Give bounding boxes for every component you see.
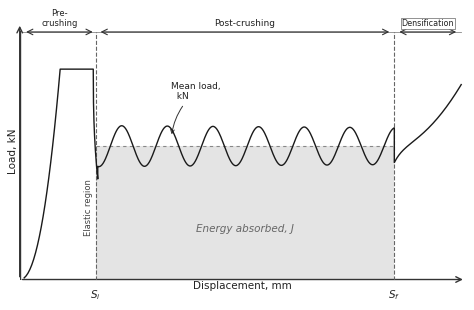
Text: $S_f$: $S_f$ [388, 289, 401, 302]
Text: $S_i$: $S_i$ [90, 289, 101, 302]
Text: Energy absorbed, J: Energy absorbed, J [196, 224, 294, 234]
Y-axis label: Load, kN: Load, kN [9, 128, 18, 174]
Text: Pre-
crushing: Pre- crushing [41, 9, 78, 28]
Text: Post-crushing: Post-crushing [214, 19, 275, 28]
Text: Densification: Densification [401, 19, 454, 28]
Bar [96, 146, 394, 280]
Text: Mean load,
  kN: Mean load, kN [171, 82, 221, 133]
Text: Elastic region: Elastic region [84, 179, 93, 236]
X-axis label: Displacement, mm: Displacement, mm [193, 281, 292, 291]
